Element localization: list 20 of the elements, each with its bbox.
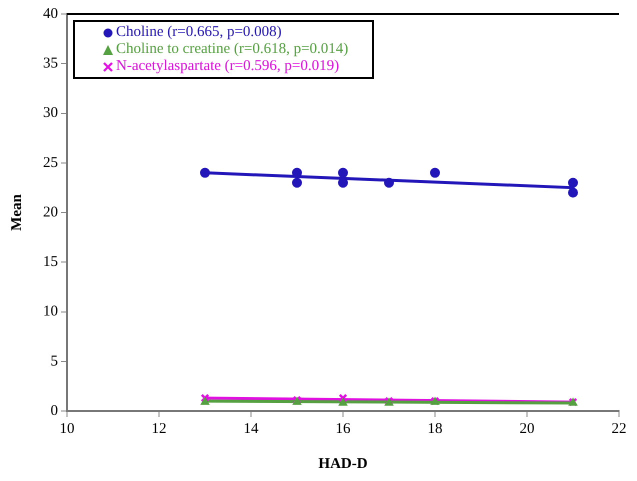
y-tick-label: 0 bbox=[50, 402, 58, 419]
y-tick-label: 40 bbox=[43, 6, 58, 22]
x-tick-label: 14 bbox=[244, 420, 259, 437]
x-tick-label: 16 bbox=[336, 420, 351, 437]
x-tick-label: 20 bbox=[520, 420, 534, 437]
y-tick-label: 30 bbox=[43, 105, 58, 122]
y-tick-label: 15 bbox=[43, 254, 58, 270]
x-tick-label: 18 bbox=[428, 420, 442, 437]
y-tick-label: 35 bbox=[43, 56, 58, 72]
legend-label: Choline (r=0.665, p=0.008) bbox=[116, 24, 282, 41]
y-tick-label: 5 bbox=[50, 353, 58, 370]
y-tick-label: 20 bbox=[43, 204, 58, 220]
legend-label: Choline to creatine (r=0.618, p=0.014) bbox=[116, 41, 348, 58]
x-axis-title: HAD-D bbox=[318, 456, 368, 472]
y-axis-title: Mean bbox=[8, 194, 25, 231]
y-tick-label: 25 bbox=[43, 154, 58, 171]
y-tick-label: 10 bbox=[43, 304, 58, 320]
x-tick-label: 12 bbox=[152, 420, 166, 437]
x-tick-label: 22 bbox=[612, 420, 626, 437]
legend-label: N-acetylaspartate (r=0.596, p=0.019) bbox=[116, 58, 340, 75]
